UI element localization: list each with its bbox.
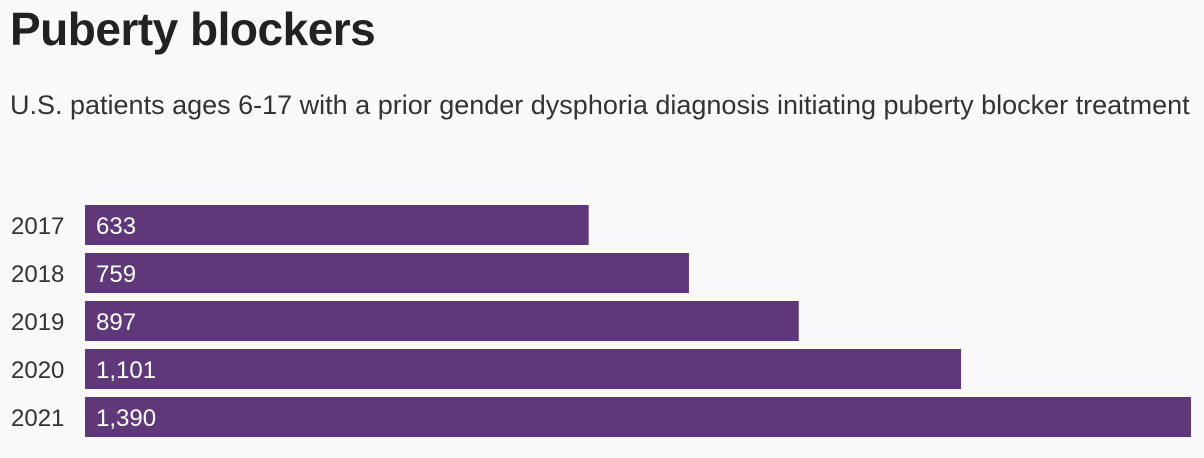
bar-2017 [85, 205, 589, 245]
value-label-2019: 897 [96, 309, 136, 336]
value-label-2020: 1,101 [96, 357, 156, 384]
bar-2020 [85, 349, 962, 389]
category-label-2020: 2020 [11, 357, 64, 384]
bar-2021 [85, 397, 1191, 437]
category-label-2021: 2021 [11, 405, 64, 432]
chart-subtitle: U.S. patients ages 6-17 with a prior gen… [10, 90, 1190, 120]
category-label-2017: 2017 [11, 213, 64, 240]
chart-title: Puberty blockers [10, 3, 376, 55]
value-label-2017: 633 [96, 213, 136, 240]
bar-2019 [85, 301, 799, 341]
bar-2018 [85, 253, 689, 293]
value-label-2021: 1,390 [96, 405, 156, 432]
category-label-2018: 2018 [11, 261, 64, 288]
category-label-2019: 2019 [11, 309, 64, 336]
value-label-2018: 759 [96, 261, 136, 288]
